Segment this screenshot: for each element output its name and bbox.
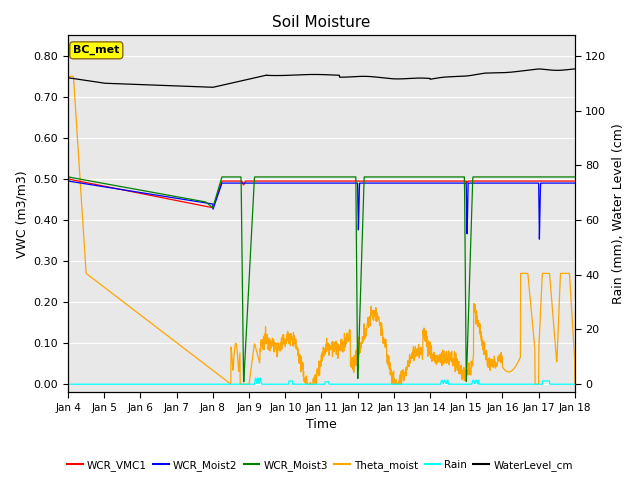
Theta_moist [311, 381, 319, 387]
WCR_Moist3 [64, 174, 72, 180]
X-axis label: Time: Time [306, 419, 337, 432]
WCR_Moist3 [557, 174, 564, 180]
Line: WCR_Moist2: WCR_Moist2 [68, 181, 575, 239]
Theta_moist [298, 354, 305, 360]
WaterLevel_cm [209, 84, 217, 90]
Rain [90, 381, 98, 387]
WCR_Moist2 [310, 180, 318, 186]
WCR_Moist2 [571, 180, 579, 186]
WCR_Moist3 [90, 179, 98, 184]
WCR_Moist2 [463, 231, 471, 237]
Theta_moist [571, 381, 579, 387]
WaterLevel_cm [557, 67, 564, 73]
WCR_Moist3 [311, 174, 319, 180]
WCR_Moist3 [298, 174, 305, 180]
Y-axis label: Rain (mm), Water Level (cm): Rain (mm), Water Level (cm) [612, 123, 625, 304]
WaterLevel_cm [298, 72, 305, 78]
Rain [463, 381, 471, 387]
WCR_Moist2 [90, 182, 98, 188]
Line: WCR_VMC1: WCR_VMC1 [68, 179, 575, 208]
WCR_Moist3 [240, 379, 248, 385]
Line: WCR_Moist3: WCR_Moist3 [68, 177, 575, 382]
WCR_Moist2 [557, 180, 564, 186]
Theta_moist [463, 367, 471, 373]
Y-axis label: VWC (m3/m3): VWC (m3/m3) [15, 170, 28, 258]
Theta_moist [556, 276, 564, 282]
Theta_moist [64, 73, 72, 79]
Line: Theta_moist: Theta_moist [68, 76, 575, 384]
WCR_VMC1 [463, 180, 471, 185]
Theta_moist [90, 276, 98, 282]
WaterLevel_cm [64, 75, 72, 81]
WCR_VMC1 [298, 178, 305, 184]
Rain [311, 381, 319, 387]
Line: Rain: Rain [68, 378, 575, 384]
WCR_VMC1 [311, 178, 319, 184]
WCR_Moist2 [536, 236, 543, 242]
WaterLevel_cm [463, 73, 471, 79]
WCR_Moist3 [463, 346, 471, 352]
Title: Soil Moisture: Soil Moisture [272, 15, 371, 30]
WCR_VMC1 [571, 178, 579, 184]
WCR_VMC1 [557, 178, 564, 184]
WCR_VMC1 [556, 178, 564, 184]
WCR_Moist2 [297, 180, 305, 186]
Rain [557, 381, 564, 387]
Theta_moist [557, 271, 564, 276]
WCR_VMC1 [209, 205, 217, 211]
WCR_Moist2 [556, 180, 564, 186]
Theta_moist [236, 381, 244, 387]
Rain [556, 381, 564, 387]
WCR_Moist2 [64, 178, 72, 184]
WaterLevel_cm [90, 79, 98, 84]
Rain [298, 381, 305, 387]
WCR_Moist3 [571, 174, 579, 180]
WCR_Moist3 [556, 174, 564, 180]
WaterLevel_cm [311, 72, 319, 77]
Rain [64, 381, 72, 387]
Line: WaterLevel_cm: WaterLevel_cm [68, 69, 575, 87]
WaterLevel_cm [571, 66, 579, 72]
Rain [571, 381, 579, 387]
WCR_VMC1 [64, 176, 72, 182]
Text: BC_met: BC_met [73, 45, 120, 56]
Rain [257, 375, 264, 381]
WaterLevel_cm [557, 67, 564, 73]
WaterLevel_cm [535, 66, 543, 72]
WCR_VMC1 [90, 181, 98, 187]
Legend: WCR_VMC1, WCR_Moist2, WCR_Moist3, Theta_moist, Rain, WaterLevel_cm: WCR_VMC1, WCR_Moist2, WCR_Moist3, Theta_… [63, 456, 577, 475]
